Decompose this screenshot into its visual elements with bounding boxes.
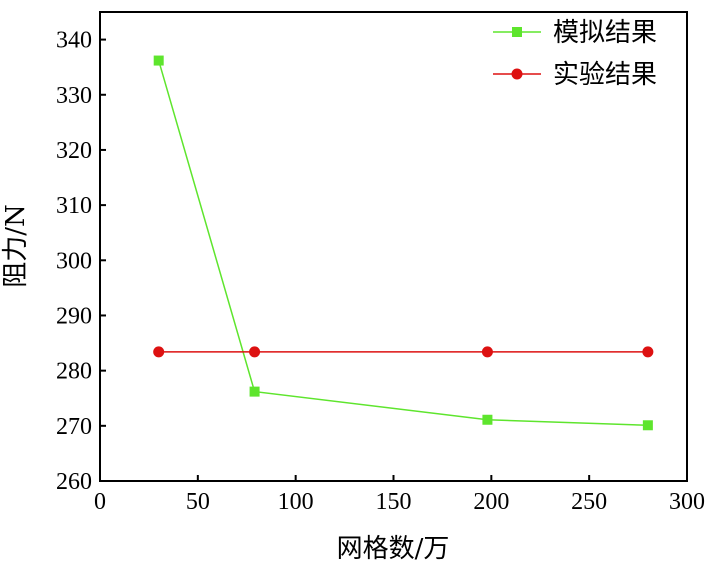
x-tick-label: 200: [473, 489, 509, 515]
x-tick-label: 0: [94, 489, 106, 515]
y-tick-label: 330: [56, 83, 92, 109]
data-point: [153, 55, 164, 66]
y-axis-title: 阻力/N: [1, 204, 31, 288]
data-point: [642, 420, 653, 431]
data-point: [153, 346, 165, 358]
series: [153, 55, 654, 431]
x-axis-title: 网格数/万: [337, 534, 450, 564]
x-tick-label: 100: [278, 489, 314, 515]
ticks: 0 50 100 150 200 250 300 260 270 280 290 300 310 320 3…: [56, 28, 705, 515]
data-point: [249, 346, 261, 358]
y-tick-label: 320: [56, 138, 92, 164]
data-point: [642, 346, 654, 358]
y-tick-label: 260: [56, 469, 92, 495]
data-point: [482, 414, 493, 425]
x-tick-label: 50: [186, 489, 210, 515]
legend-label: 模拟结果: [553, 18, 657, 48]
legend-marker: [511, 68, 523, 80]
x-tick-label: 150: [376, 489, 412, 515]
y-tick-label: 310: [56, 193, 92, 219]
series-1: [153, 55, 653, 431]
x-tick-label: 300: [669, 489, 705, 515]
y-tick-label: 290: [56, 303, 92, 329]
legend-marker: [512, 27, 522, 37]
legend-item: 模拟结果: [493, 18, 657, 48]
legend-label: 实验结果: [553, 60, 657, 90]
y-tick-label: 340: [56, 28, 92, 54]
y-tick-label: 280: [56, 359, 92, 385]
y-tick-label: 270: [56, 414, 92, 440]
y-tick-label: 300: [56, 248, 92, 274]
legend-item: 实验结果: [493, 60, 657, 90]
series-2: [153, 346, 654, 358]
data-point: [481, 346, 493, 358]
series-line: [157, 60, 648, 427]
x-tick-label: 250: [571, 489, 607, 515]
data-point: [249, 386, 260, 397]
